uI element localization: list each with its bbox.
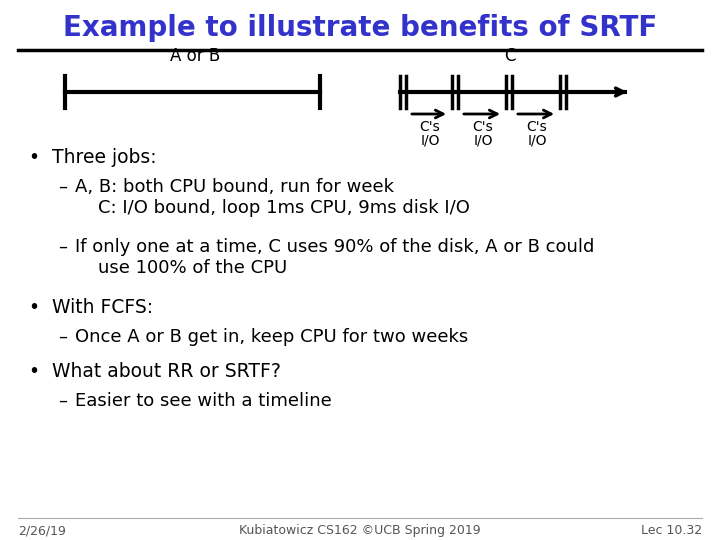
Text: –: – <box>58 392 67 410</box>
Text: I/O: I/O <box>527 134 546 148</box>
Text: C's: C's <box>472 120 493 134</box>
Text: –: – <box>58 178 67 196</box>
Text: Example to illustrate benefits of SRTF: Example to illustrate benefits of SRTF <box>63 14 657 42</box>
Text: C's: C's <box>526 120 547 134</box>
Text: –: – <box>58 238 67 256</box>
Text: A, B: both CPU bound, run for week
    C: I/O bound, loop 1ms CPU, 9ms disk I/O: A, B: both CPU bound, run for week C: I/… <box>75 178 470 217</box>
Text: Three jobs:: Three jobs: <box>52 148 157 167</box>
Text: What about RR or SRTF?: What about RR or SRTF? <box>52 362 281 381</box>
Text: •: • <box>28 148 39 167</box>
Text: Easier to see with a timeline: Easier to see with a timeline <box>75 392 332 410</box>
Text: Kubiatowicz CS162 ©UCB Spring 2019: Kubiatowicz CS162 ©UCB Spring 2019 <box>239 524 481 537</box>
Text: Once A or B get in, keep CPU for two weeks: Once A or B get in, keep CPU for two wee… <box>75 328 468 346</box>
Text: I/O: I/O <box>420 134 440 148</box>
Text: –: – <box>58 328 67 346</box>
Text: •: • <box>28 298 39 317</box>
Text: I/O: I/O <box>473 134 492 148</box>
Text: A or B: A or B <box>170 47 220 65</box>
Text: 2/26/19: 2/26/19 <box>18 524 66 537</box>
Text: •: • <box>28 362 39 381</box>
Text: With FCFS:: With FCFS: <box>52 298 153 317</box>
Text: C: C <box>504 47 516 65</box>
Text: Lec 10.32: Lec 10.32 <box>641 524 702 537</box>
Text: If only one at a time, C uses 90% of the disk, A or B could
    use 100% of the : If only one at a time, C uses 90% of the… <box>75 238 595 277</box>
Text: C's: C's <box>420 120 441 134</box>
